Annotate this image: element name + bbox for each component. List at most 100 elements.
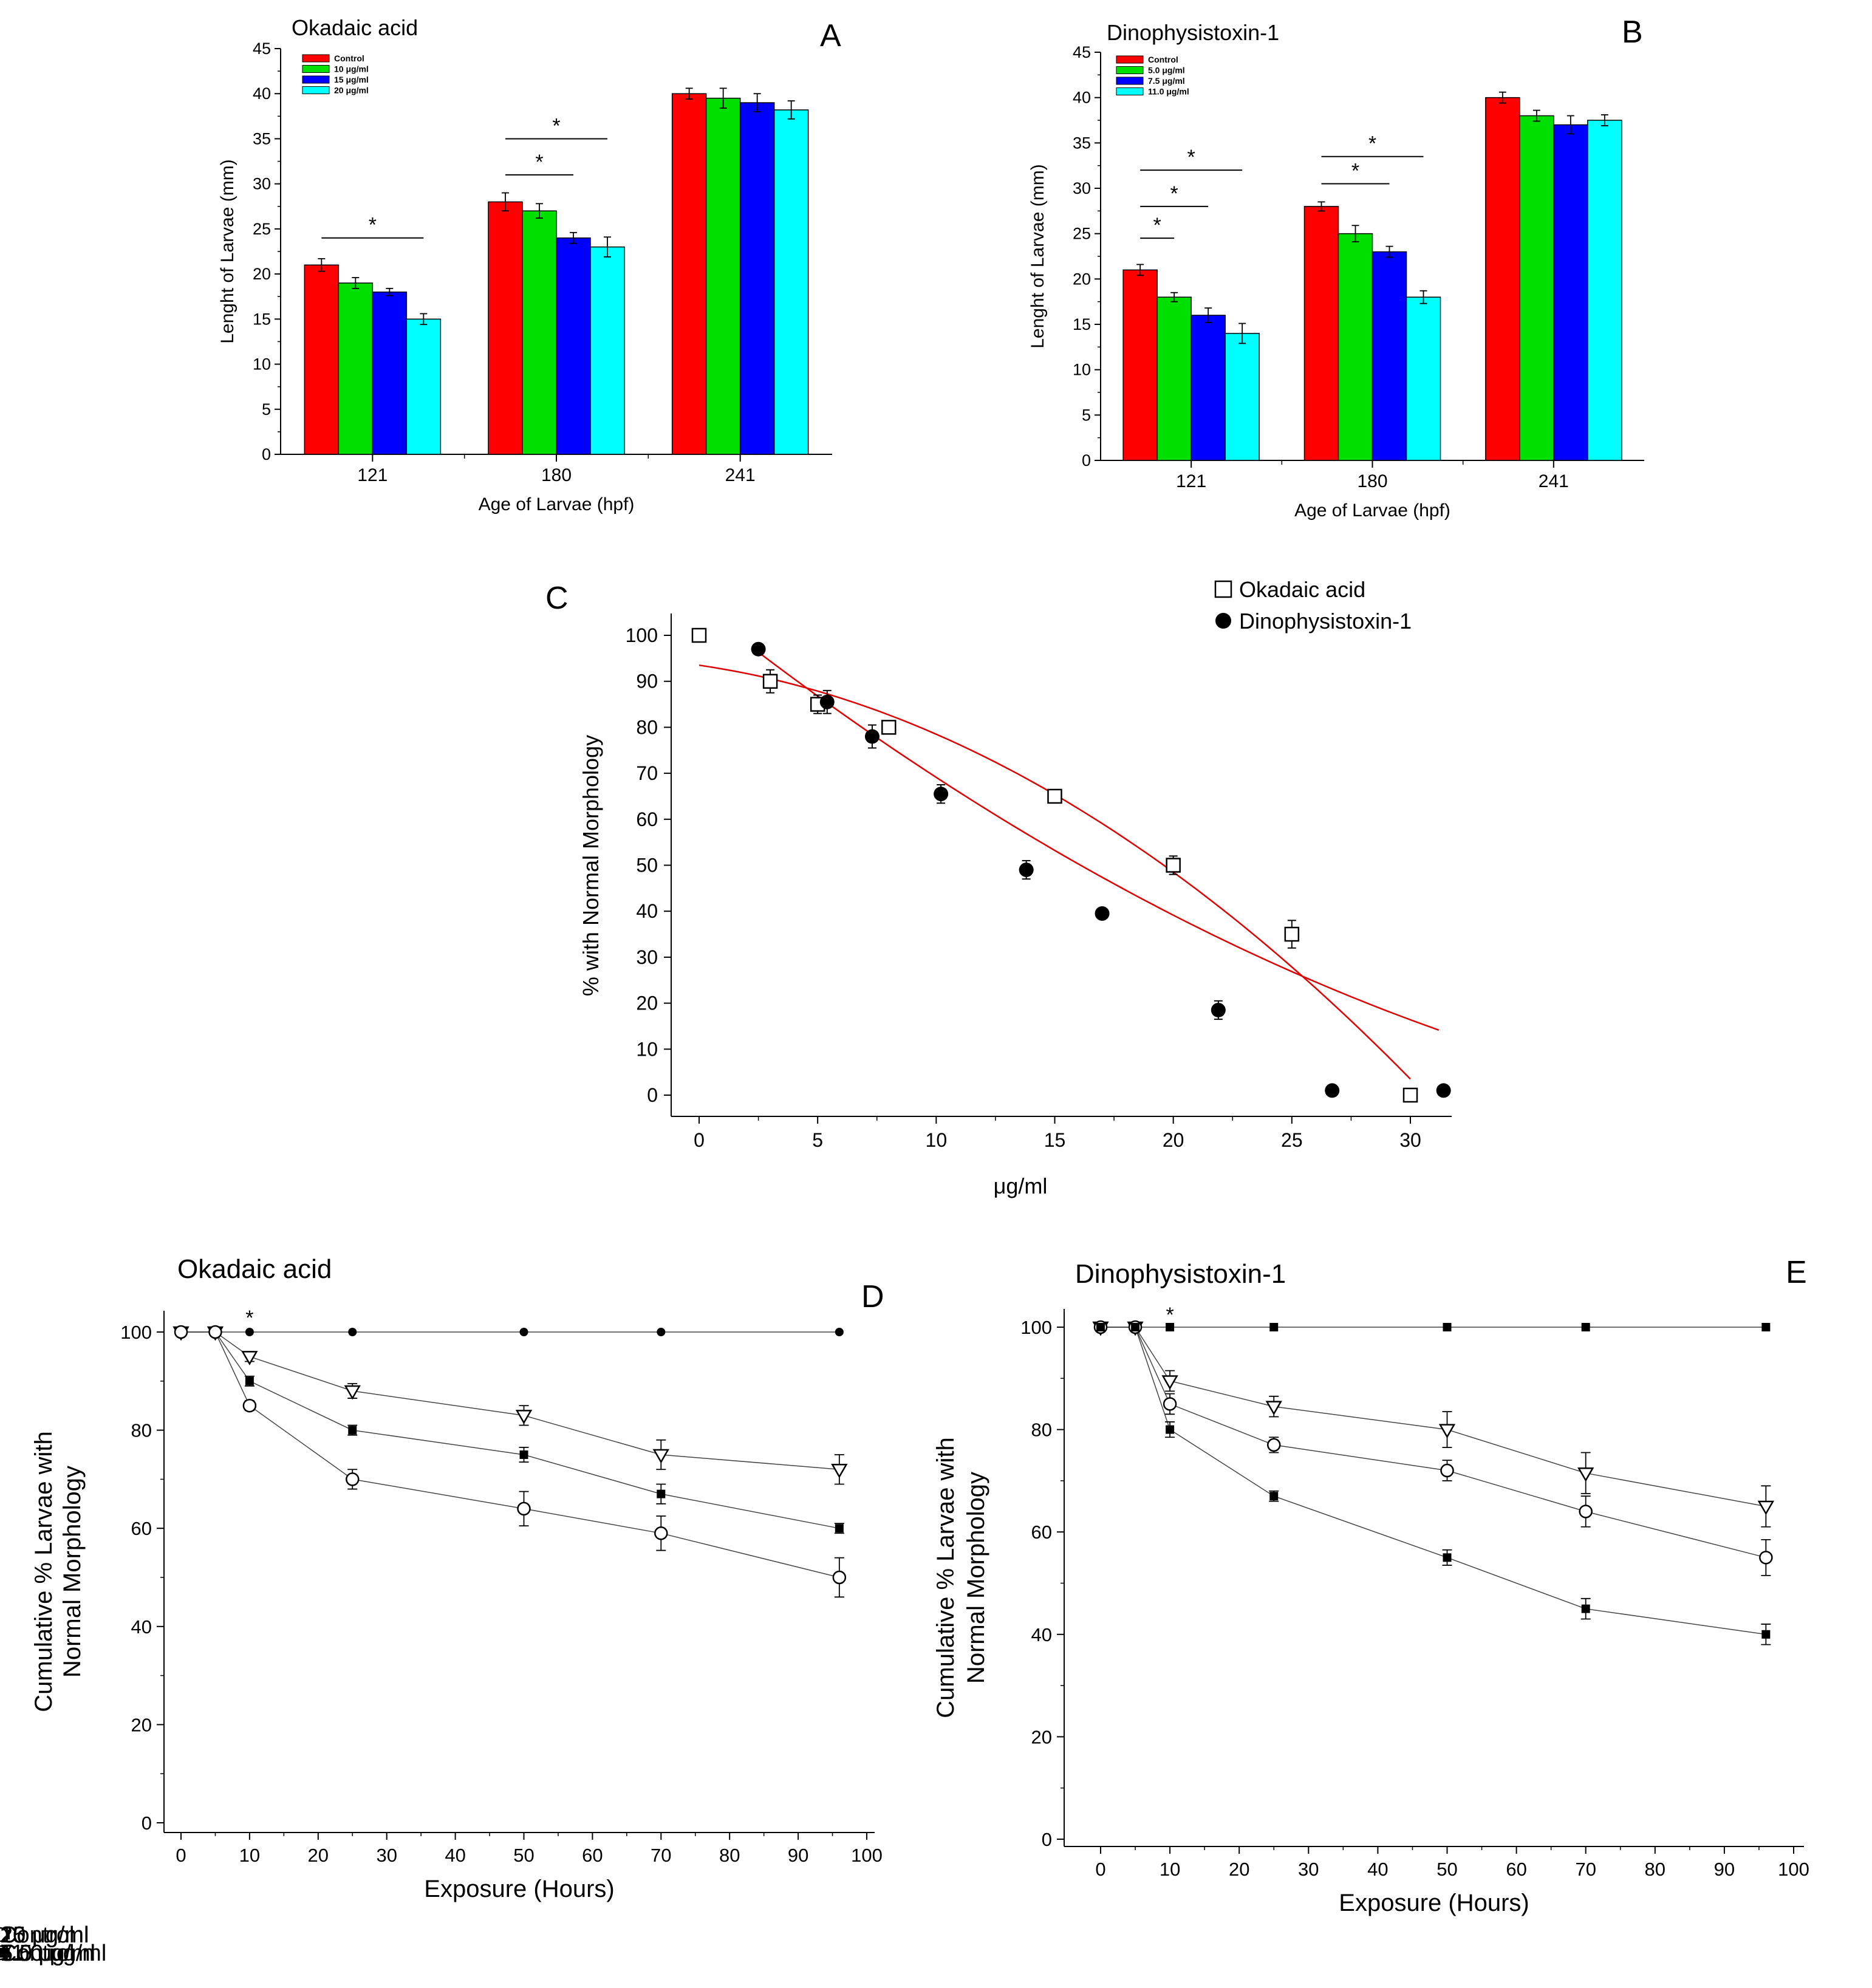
- data-point: [657, 1328, 666, 1336]
- bar: [338, 282, 374, 455]
- legend-label: 15 μg/ml: [334, 75, 369, 84]
- legend-label: Control: [0, 1941, 75, 1966]
- bar: [488, 201, 523, 455]
- x-tick-label: 180: [541, 465, 572, 485]
- x-axis-label: Age of Larvae (hpf): [1294, 500, 1450, 521]
- y-tick-label: 0: [647, 1084, 658, 1106]
- y-tick-label: 5: [262, 400, 271, 418]
- data-point: [654, 1526, 668, 1540]
- y-tick-label: 80: [131, 1420, 152, 1441]
- data-point: [762, 674, 778, 689]
- y-tick-label: 15: [253, 310, 271, 328]
- x-tick-label: 50: [513, 1845, 534, 1866]
- x-tick-label: 20: [1163, 1129, 1184, 1151]
- significance-star: *: [1187, 146, 1195, 169]
- data-point: [519, 1328, 528, 1336]
- significance-star: *: [1351, 160, 1359, 183]
- data-point: [348, 1426, 357, 1435]
- data-point: [831, 1463, 848, 1478]
- data-point: [1581, 1604, 1590, 1613]
- panel-a-bar-chart: 0 5 10 15 20 25 30 35 40 45 121 180 241 * * * Control10 …: [217, 15, 841, 514]
- chart-title: Dinophysistoxin-1: [1107, 20, 1279, 45]
- y-tick-label: 30: [1073, 179, 1091, 197]
- legend-swatch: [302, 86, 330, 94]
- legend-label: 15 μg/ml: [0, 1922, 89, 1948]
- x-tick-label: 80: [1645, 1859, 1665, 1880]
- legend-label: Okadaic acid: [1239, 577, 1365, 602]
- legend-label: Control: [1148, 55, 1178, 64]
- significance-star: *: [1153, 214, 1161, 237]
- bar: [590, 246, 625, 455]
- y-tick-label: 45: [253, 39, 271, 58]
- y-tick-label: 20: [1073, 270, 1091, 288]
- x-tick-label: 5: [812, 1129, 823, 1151]
- legend-label: 5.0 μg/ml: [0, 1941, 95, 1966]
- x-tick-label: 70: [651, 1845, 671, 1866]
- legend-swatch: [302, 65, 330, 73]
- data-point: [346, 1472, 360, 1486]
- panel-label: D: [861, 1279, 884, 1314]
- x-tick-label: 15: [1044, 1129, 1066, 1151]
- legend-label: 7.5 μg/ml: [1148, 76, 1185, 86]
- x-tick-label: 20: [1229, 1859, 1249, 1880]
- panel-label: E: [1786, 1255, 1807, 1290]
- data-point: [1443, 1553, 1452, 1562]
- bar: [1156, 296, 1192, 461]
- y-tick-label: 10: [1073, 361, 1091, 379]
- data-point: [1096, 1323, 1105, 1331]
- data-point: [1759, 1551, 1773, 1565]
- y-tick-label: 0: [1082, 451, 1091, 470]
- bar: [1519, 115, 1554, 461]
- y-tick-label: 50: [636, 855, 658, 876]
- y-tick-label: 60: [636, 808, 658, 830]
- y-tick-label: 25: [1073, 225, 1091, 243]
- data-point: [515, 1410, 533, 1424]
- y-tick-label: 30: [253, 175, 271, 193]
- significance-star: *: [1166, 1303, 1173, 1327]
- bar: [1372, 251, 1407, 461]
- data-point: [245, 1328, 254, 1336]
- y-axis-label: Cumulative % Larvae with: [932, 1437, 959, 1718]
- panel-label: C: [545, 581, 569, 616]
- data-point: [881, 720, 897, 735]
- data-point: [1581, 1323, 1590, 1331]
- y-tick-label: 40: [636, 900, 658, 922]
- data-point: [245, 1376, 254, 1385]
- x-tick-label: 20: [308, 1845, 329, 1866]
- x-axis-label: Exposure (Hours): [1339, 1890, 1529, 1916]
- bar: [773, 109, 809, 455]
- chart-title: Okadaic acid: [177, 1254, 332, 1284]
- y-tick-label: 60: [1031, 1522, 1052, 1543]
- panel-label: B: [1622, 15, 1643, 50]
- bar: [522, 210, 557, 455]
- y-tick-label: 30: [636, 946, 658, 968]
- x-tick-label: 10: [926, 1129, 948, 1151]
- legend-marker: [1215, 613, 1231, 629]
- y-tick-label: 90: [636, 671, 658, 692]
- legend-label: 10 μg/ml: [334, 64, 369, 74]
- data-point: [1163, 1397, 1177, 1411]
- bar: [1587, 120, 1622, 461]
- data-point: [835, 1524, 844, 1533]
- y-axis-label: Lenght of Larvae (mm): [217, 159, 237, 343]
- data-point: [864, 729, 880, 744]
- y-tick-label: 0: [262, 445, 271, 463]
- data-point: [657, 1489, 666, 1498]
- legend-label: 20 μg/ml: [0, 1922, 89, 1948]
- data-point: [1325, 1083, 1340, 1098]
- chart-title: Dinophysistoxin-1: [1075, 1259, 1286, 1289]
- chart-title: Okadaic acid: [292, 15, 418, 40]
- y-tick-label: 80: [636, 716, 658, 738]
- data-point: [835, 1328, 844, 1336]
- data-point: [1269, 1323, 1279, 1331]
- y-tick-label: 20: [131, 1714, 152, 1735]
- data-point: [934, 787, 949, 802]
- y-tick-label: 100: [626, 624, 658, 646]
- data-point: [832, 1570, 847, 1585]
- x-tick-label: 241: [1539, 471, 1569, 491]
- legend-swatch: [1116, 87, 1144, 95]
- x-tick-label: 10: [239, 1845, 260, 1866]
- y-tick-label: 40: [131, 1616, 152, 1638]
- x-axis-label: μg/ml: [994, 1173, 1048, 1198]
- y-tick-label: 60: [131, 1518, 152, 1539]
